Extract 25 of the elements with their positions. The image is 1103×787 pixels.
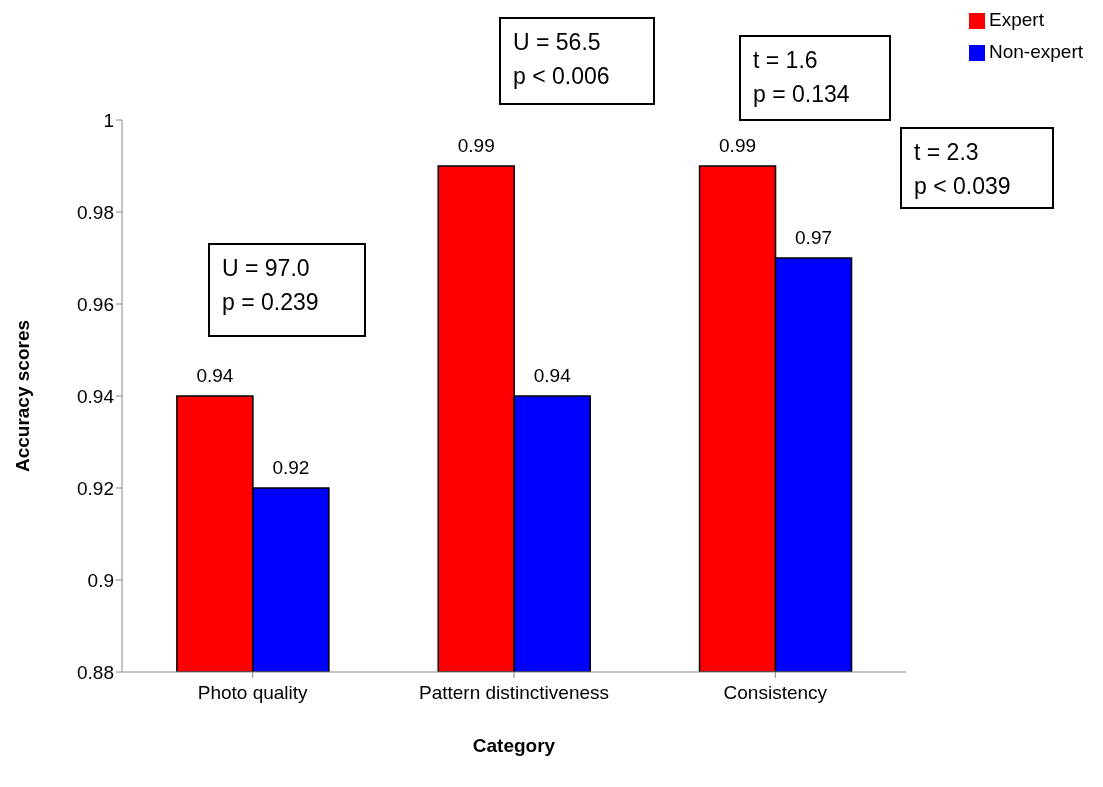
data-label: 0.97: [795, 227, 833, 248]
x-tick-label: Photo quality: [197, 682, 309, 704]
x-axis-title: Category: [472, 735, 556, 756]
legend-label: Non-expert: [989, 41, 1083, 62]
data-label: 0.94: [196, 365, 234, 386]
note-box: t = 2.3 p < 0.039: [900, 127, 1054, 209]
annotation: U = 97.0 p = 0.239: [222, 254, 320, 317]
y-tick-label: 1: [103, 109, 114, 131]
data-label: 0.94: [533, 365, 572, 386]
y-tick-label: 0.9: [87, 569, 114, 591]
x-tick-label: Consistency: [723, 682, 828, 704]
x-tick-label: Pattern distinctiveness: [418, 682, 610, 704]
note-box: U = 56.5 p < 0.006: [499, 17, 655, 105]
note-box: t = 1.6 p = 0.134: [739, 35, 891, 121]
y-tick-label: 0.98: [77, 201, 114, 223]
data-label: 0.99: [719, 135, 757, 156]
data-label: 0.99: [457, 135, 495, 156]
y-tick-label: 0.96: [77, 293, 114, 315]
data-label: 0.92: [272, 457, 310, 478]
y-axis-title: Accuracy scores: [11, 319, 33, 473]
note-box: U = 97.0 p = 0.239: [208, 243, 366, 337]
y-tick-label: 0.92: [77, 477, 114, 499]
y-tick-label: 0.88: [77, 661, 114, 683]
y-tick-label: 0.94: [77, 385, 115, 407]
legend-label: Expert: [989, 9, 1044, 30]
